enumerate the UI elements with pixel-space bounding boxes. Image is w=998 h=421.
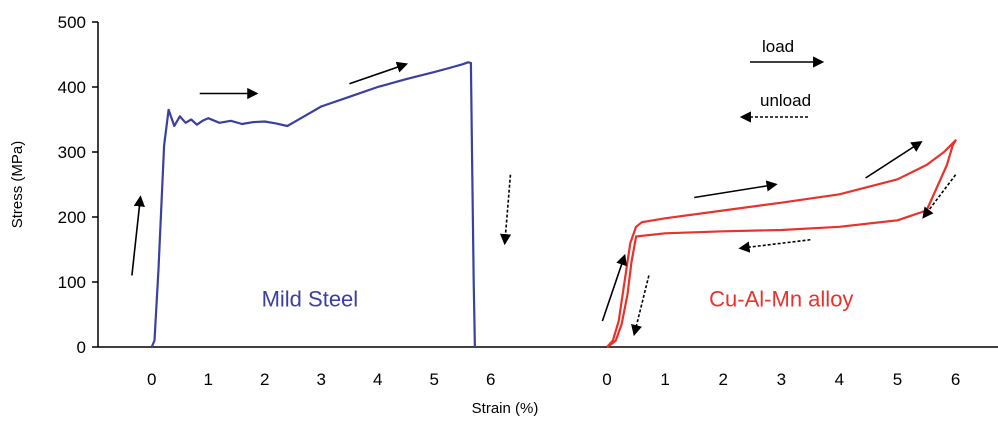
x-tick-label: 2 bbox=[260, 370, 269, 389]
x-tick-label: 0 bbox=[147, 370, 156, 389]
legend-load-label: load bbox=[762, 37, 794, 56]
y-tick-label: 100 bbox=[58, 273, 86, 292]
mild-steel-label: Mild Steel bbox=[262, 286, 359, 311]
cu-al-mn-alloy-label: Cu-Al-Mn alloy bbox=[709, 286, 853, 311]
load-arrow bbox=[694, 180, 778, 199]
x-tick-label: 6 bbox=[486, 370, 495, 389]
cu-al-mn-alloy-curve bbox=[606, 139, 957, 348]
y-tick-label: 0 bbox=[77, 338, 86, 357]
legend-unload-label: unload bbox=[760, 91, 811, 110]
x-tick-label: 5 bbox=[893, 370, 902, 389]
unload-arrow bbox=[922, 174, 957, 219]
axes: 0 100 200 300 400 500 0 1 2 3 4 5 6 0 1 2 3 4 5 6 bbox=[58, 13, 998, 389]
x-tick-label: 1 bbox=[660, 370, 669, 389]
series bbox=[150, 61, 957, 348]
x-tick-label: 2 bbox=[718, 370, 727, 389]
y-axis-title: Stress (MPa) bbox=[9, 141, 26, 229]
x-tick-label: 6 bbox=[951, 370, 960, 389]
y-tick-label: 500 bbox=[58, 13, 86, 32]
x-tick-label: 3 bbox=[777, 370, 786, 389]
load-arrow bbox=[601, 253, 627, 322]
labels: Stress (MPa) Strain (%) Mild Steel Cu-Al-Mn… bbox=[9, 37, 853, 417]
x-tick-label: 3 bbox=[316, 370, 325, 389]
unload-arrow bbox=[631, 275, 650, 337]
load-arrow bbox=[131, 195, 145, 276]
load-arrow bbox=[865, 141, 923, 179]
y-tick-label: 400 bbox=[58, 78, 86, 97]
x-tick-label: 0 bbox=[602, 370, 611, 389]
unload-arrow bbox=[738, 238, 811, 253]
arrows bbox=[131, 61, 957, 337]
x-tick-label: 4 bbox=[835, 370, 844, 389]
x-axis-title: Strain (%) bbox=[472, 400, 539, 417]
unload-arrow bbox=[499, 174, 512, 246]
y-tick-label: 300 bbox=[58, 143, 86, 162]
x-tick-label: 5 bbox=[429, 370, 438, 389]
mild-steel-curve bbox=[150, 61, 476, 348]
y-tick-label: 200 bbox=[58, 208, 86, 227]
load-arrow bbox=[349, 61, 409, 85]
x-tick-label: 4 bbox=[373, 370, 382, 389]
x-tick-label: 1 bbox=[203, 370, 212, 389]
